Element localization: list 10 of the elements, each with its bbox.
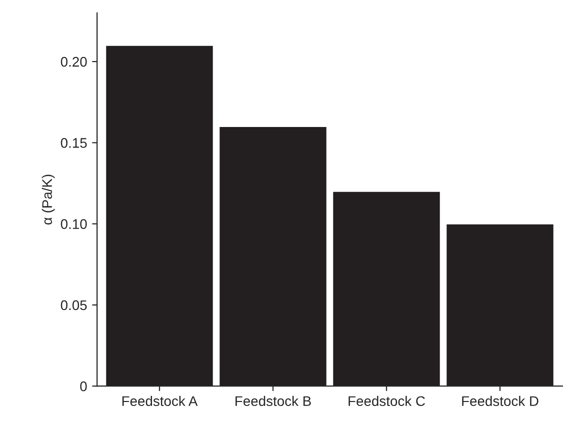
y-tick-label: 0.20 — [60, 56, 87, 67]
y-tick-label: 0.15 — [60, 138, 87, 148]
y-axis-title: α (Pa/K) — [42, 174, 55, 225]
y-tick-label: 0 — [80, 381, 87, 392]
x-tick-label: Feedstock C — [348, 396, 425, 406]
y-tick-label: 0.10 — [60, 219, 87, 229]
y-tick-label: 0.05 — [60, 300, 87, 310]
x-tick-label: Feedstock D — [462, 396, 538, 406]
x-tick-label: Feedstock A — [122, 396, 198, 406]
x-tick-label: Feedstock B — [236, 396, 311, 406]
